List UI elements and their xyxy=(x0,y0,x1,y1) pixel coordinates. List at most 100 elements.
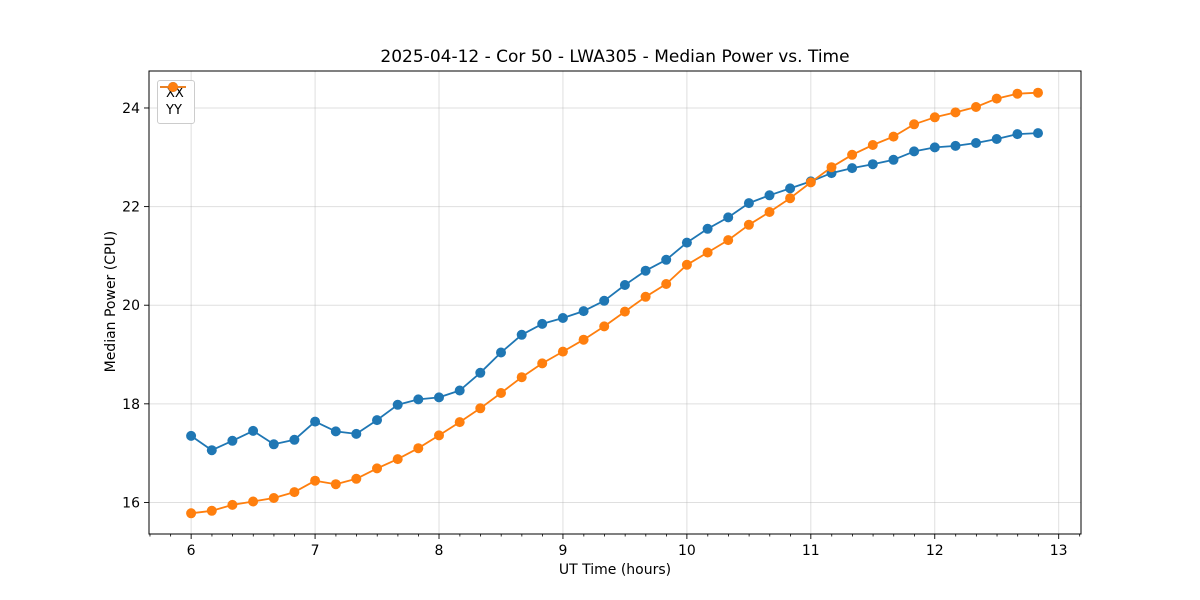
y-tick-label: 20 xyxy=(122,298,140,314)
series-XX-point xyxy=(702,223,713,234)
series-XX-point xyxy=(516,329,527,340)
series-XX-point xyxy=(454,385,465,396)
x-tick-label: 13 xyxy=(1050,543,1068,559)
y-tick-label: 16 xyxy=(122,495,140,511)
series-YY-point xyxy=(723,235,734,246)
series-YY-point xyxy=(1012,88,1023,99)
y-tick-label: 24 xyxy=(122,101,140,117)
series-YY-point xyxy=(764,207,775,217)
x-tick-label: 7 xyxy=(311,543,320,559)
x-tick-label: 12 xyxy=(926,543,944,559)
series-XX-point xyxy=(475,367,486,378)
series-XX-point xyxy=(743,198,754,209)
legend-marker-yy-icon xyxy=(160,82,186,92)
series-XX-line xyxy=(190,132,1039,452)
series-YY xyxy=(186,87,1043,519)
series-YY-point xyxy=(248,496,259,507)
series-XX-point xyxy=(599,295,610,306)
series-YY-point xyxy=(268,493,279,503)
series-XX-point xyxy=(248,425,259,436)
series-XX-point xyxy=(186,430,197,441)
series-XX-point xyxy=(557,313,568,323)
x-tick-label: 8 xyxy=(435,543,444,559)
series-XX-point xyxy=(227,435,238,446)
series-YY-point xyxy=(847,149,858,160)
series-YY-point xyxy=(805,177,816,188)
series-XX-point xyxy=(330,426,341,437)
series-YY-point xyxy=(867,140,878,150)
series-YY-point xyxy=(496,388,506,398)
series-XX-point xyxy=(496,347,506,358)
series-YY-point xyxy=(413,443,424,454)
grid xyxy=(149,71,1081,534)
series-YY-point xyxy=(557,346,568,357)
chart-title: 2025-04-12 - Cor 50 - LWA305 - Median Po… xyxy=(380,47,850,67)
series-XX-point xyxy=(289,434,300,445)
series-XX-point xyxy=(537,318,548,329)
series-XX-point xyxy=(640,265,651,276)
y-axis: 16 18 20 22 24 xyxy=(122,101,149,511)
series-YY-point xyxy=(227,499,238,510)
series-XX-point xyxy=(206,445,217,456)
series-XX-point xyxy=(681,237,692,248)
series-YY-point xyxy=(475,403,486,414)
y-tick-label: 22 xyxy=(122,200,140,216)
series-YY-point xyxy=(971,102,981,112)
series-XX-point xyxy=(268,439,279,450)
series-YY-point xyxy=(537,358,548,369)
series-YY-point xyxy=(351,473,362,484)
x-tick-label: 6 xyxy=(187,543,196,559)
series-XX-point xyxy=(1012,129,1023,140)
series-YY-point xyxy=(619,306,630,317)
series-YY-line xyxy=(190,91,1039,515)
series-YY-point xyxy=(909,119,920,130)
series-YY-point xyxy=(785,193,796,204)
series-YY-point xyxy=(743,219,754,230)
series-XX-point xyxy=(372,415,382,426)
series-YY-point xyxy=(702,247,713,258)
series-XX-point xyxy=(929,142,940,153)
series-YY-point xyxy=(206,505,217,516)
series-XX-point xyxy=(434,392,444,403)
series-YY-point xyxy=(661,279,672,289)
series-XX-point xyxy=(950,140,961,151)
series-XX-point xyxy=(888,154,899,165)
series-YY-point xyxy=(1033,87,1043,98)
x-axis-label: UT Time (hours) xyxy=(558,562,672,578)
series-YY-point xyxy=(950,107,961,118)
series-YY-point xyxy=(289,487,300,498)
x-tick-label: 11 xyxy=(802,543,820,559)
series-XX-point xyxy=(867,159,878,170)
series-YY-point xyxy=(434,430,444,441)
series-YY-point xyxy=(640,291,651,302)
series-YY-point xyxy=(454,417,465,428)
y-axis-label: Median Power (CPU) xyxy=(103,230,119,373)
series-XX-point xyxy=(413,394,424,405)
series-XX-point xyxy=(785,183,796,194)
legend: XX YY xyxy=(157,80,195,124)
series-YY-point xyxy=(516,372,527,383)
y-tick-label: 18 xyxy=(122,397,140,413)
x-tick-label: 9 xyxy=(558,543,567,559)
series-XX-point xyxy=(351,428,362,439)
series-XX-point xyxy=(764,190,775,201)
legend-item-yy: YY xyxy=(160,82,186,119)
series-YY-point xyxy=(310,475,321,486)
series-YY-point xyxy=(991,93,1002,104)
plot-border xyxy=(148,70,1082,535)
series-XX xyxy=(186,128,1043,456)
series-XX-point xyxy=(1033,128,1043,139)
x-tick-label: 10 xyxy=(678,543,696,559)
series-YY-point xyxy=(578,334,589,345)
x-axis: 6 7 8 9 10 11 12 13 xyxy=(187,534,1068,559)
series-XX-point xyxy=(723,212,734,223)
series-YY-point xyxy=(888,131,899,142)
series-YY-point xyxy=(372,463,382,474)
series-YY-point xyxy=(330,479,341,490)
series-XX-point xyxy=(310,416,321,427)
series-YY-point xyxy=(186,508,197,519)
series-YY-point xyxy=(392,454,403,465)
series-XX-point xyxy=(619,280,630,290)
